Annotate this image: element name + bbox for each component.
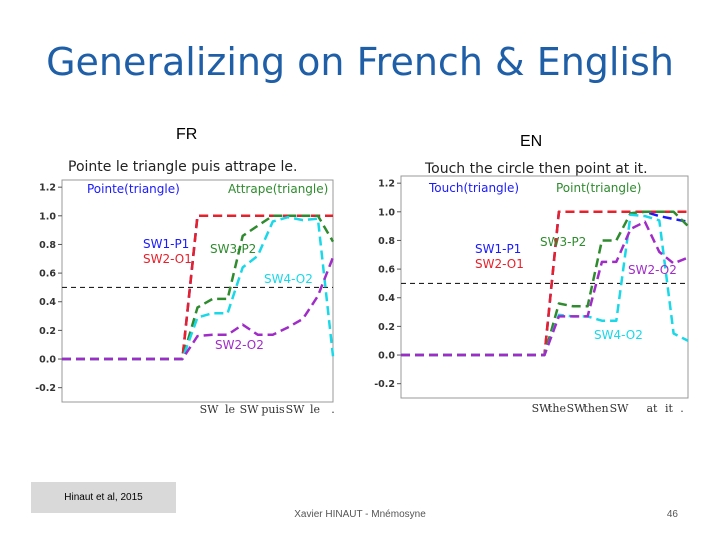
- fr-y-tick-label: -0.2: [35, 383, 56, 394]
- fr-legend-item: Attrape(triangle): [228, 182, 328, 196]
- en-x-tick-label: SW: [532, 402, 552, 415]
- fr-y-tick-label: 0.6: [39, 269, 56, 280]
- fr-series-label: SW2-O2: [215, 338, 264, 352]
- fr-y-tick-label: 0.4: [39, 297, 56, 308]
- fr-series-label: SW2-O1: [143, 252, 192, 266]
- en-y-tick-label: 0.4: [378, 293, 395, 304]
- en-x-tick-label: SW: [610, 402, 630, 415]
- fr-series-label: SW1-P1: [143, 237, 189, 251]
- en-y-tick-label: 0.2: [378, 322, 395, 333]
- en-series-label: SW2-O1: [475, 257, 524, 271]
- en-plot-frame: [400, 175, 689, 399]
- fr-series-sw2-o2: [62, 256, 335, 361]
- fr-x-tick-label: le: [310, 403, 320, 416]
- fr-y-tick-label: 1.0: [39, 211, 56, 222]
- en-x-tick-label: SW: [567, 402, 587, 415]
- fr-legend-item: Pointe(triangle): [87, 182, 180, 196]
- fr-y-tick-label: 0.8: [39, 240, 56, 251]
- panel-label-en: EN: [520, 133, 543, 150]
- fr-y-tick-label: 0.2: [39, 326, 56, 337]
- en-y-tick-label: 0.6: [378, 265, 395, 276]
- fr-x-tick-label: SW: [240, 403, 260, 416]
- chart-english: Touch the circle then point at it. 1.2 1.0…: [374, 161, 689, 415]
- citation-box: Hinaut et al, 2015: [31, 482, 176, 513]
- en-y-tick-label: 0.0: [378, 351, 395, 362]
- panel-label-fr: FR: [176, 126, 198, 143]
- en-x-tick-label: at: [647, 402, 659, 415]
- chart-french: Pointe le triangle puis attrape le. 1.2 1.…: [35, 159, 335, 416]
- fr-x-tick-label: le: [225, 403, 235, 416]
- fr-x-tick-label: SW: [286, 403, 306, 416]
- en-legend-item: Point(triangle): [556, 181, 641, 195]
- en-series-label: SW3-P2: [540, 235, 586, 249]
- en-series-label: SW2-O2: [628, 263, 677, 277]
- fr-chart-title: Pointe le triangle puis attrape le.: [68, 159, 297, 175]
- fr-y-tick-label: 1.2: [39, 183, 56, 194]
- en-series-sw2-o2: [401, 220, 689, 357]
- fr-series-label: SW3-P2: [210, 242, 256, 256]
- fr-x-tick-label: .: [331, 403, 335, 416]
- fr-x-tick-label: puis: [261, 403, 285, 416]
- en-y-tick-label: 1.2: [378, 179, 395, 190]
- slide-title: Generalizing on French & English: [46, 40, 674, 84]
- en-series-label: SW1-P1: [475, 242, 521, 256]
- en-x-tick-label: it: [665, 402, 674, 415]
- footer-author: Xavier HINAUT - Mnémosyne: [294, 509, 426, 520]
- page-number: 46: [666, 509, 678, 520]
- fr-plot-frame: [61, 179, 334, 403]
- en-legend-item: Touch(triangle): [428, 181, 519, 195]
- fr-series-label: SW4-O2: [264, 272, 313, 286]
- en-x-tick-label: then: [583, 402, 608, 415]
- en-y-tick-label: -0.2: [374, 379, 395, 390]
- en-x-tick-label: the: [548, 402, 566, 415]
- fr-y-tick-label: 0.0: [39, 355, 56, 366]
- en-y-tick-label: 0.8: [378, 236, 395, 247]
- fr-x-tick-label: SW: [200, 403, 220, 416]
- en-series-label: SW4-O2: [594, 328, 643, 342]
- en-x-tick-label: .: [680, 402, 684, 415]
- en-y-tick-label: 1.0: [378, 207, 395, 218]
- en-chart-title: Touch the circle then point at it.: [424, 161, 648, 177]
